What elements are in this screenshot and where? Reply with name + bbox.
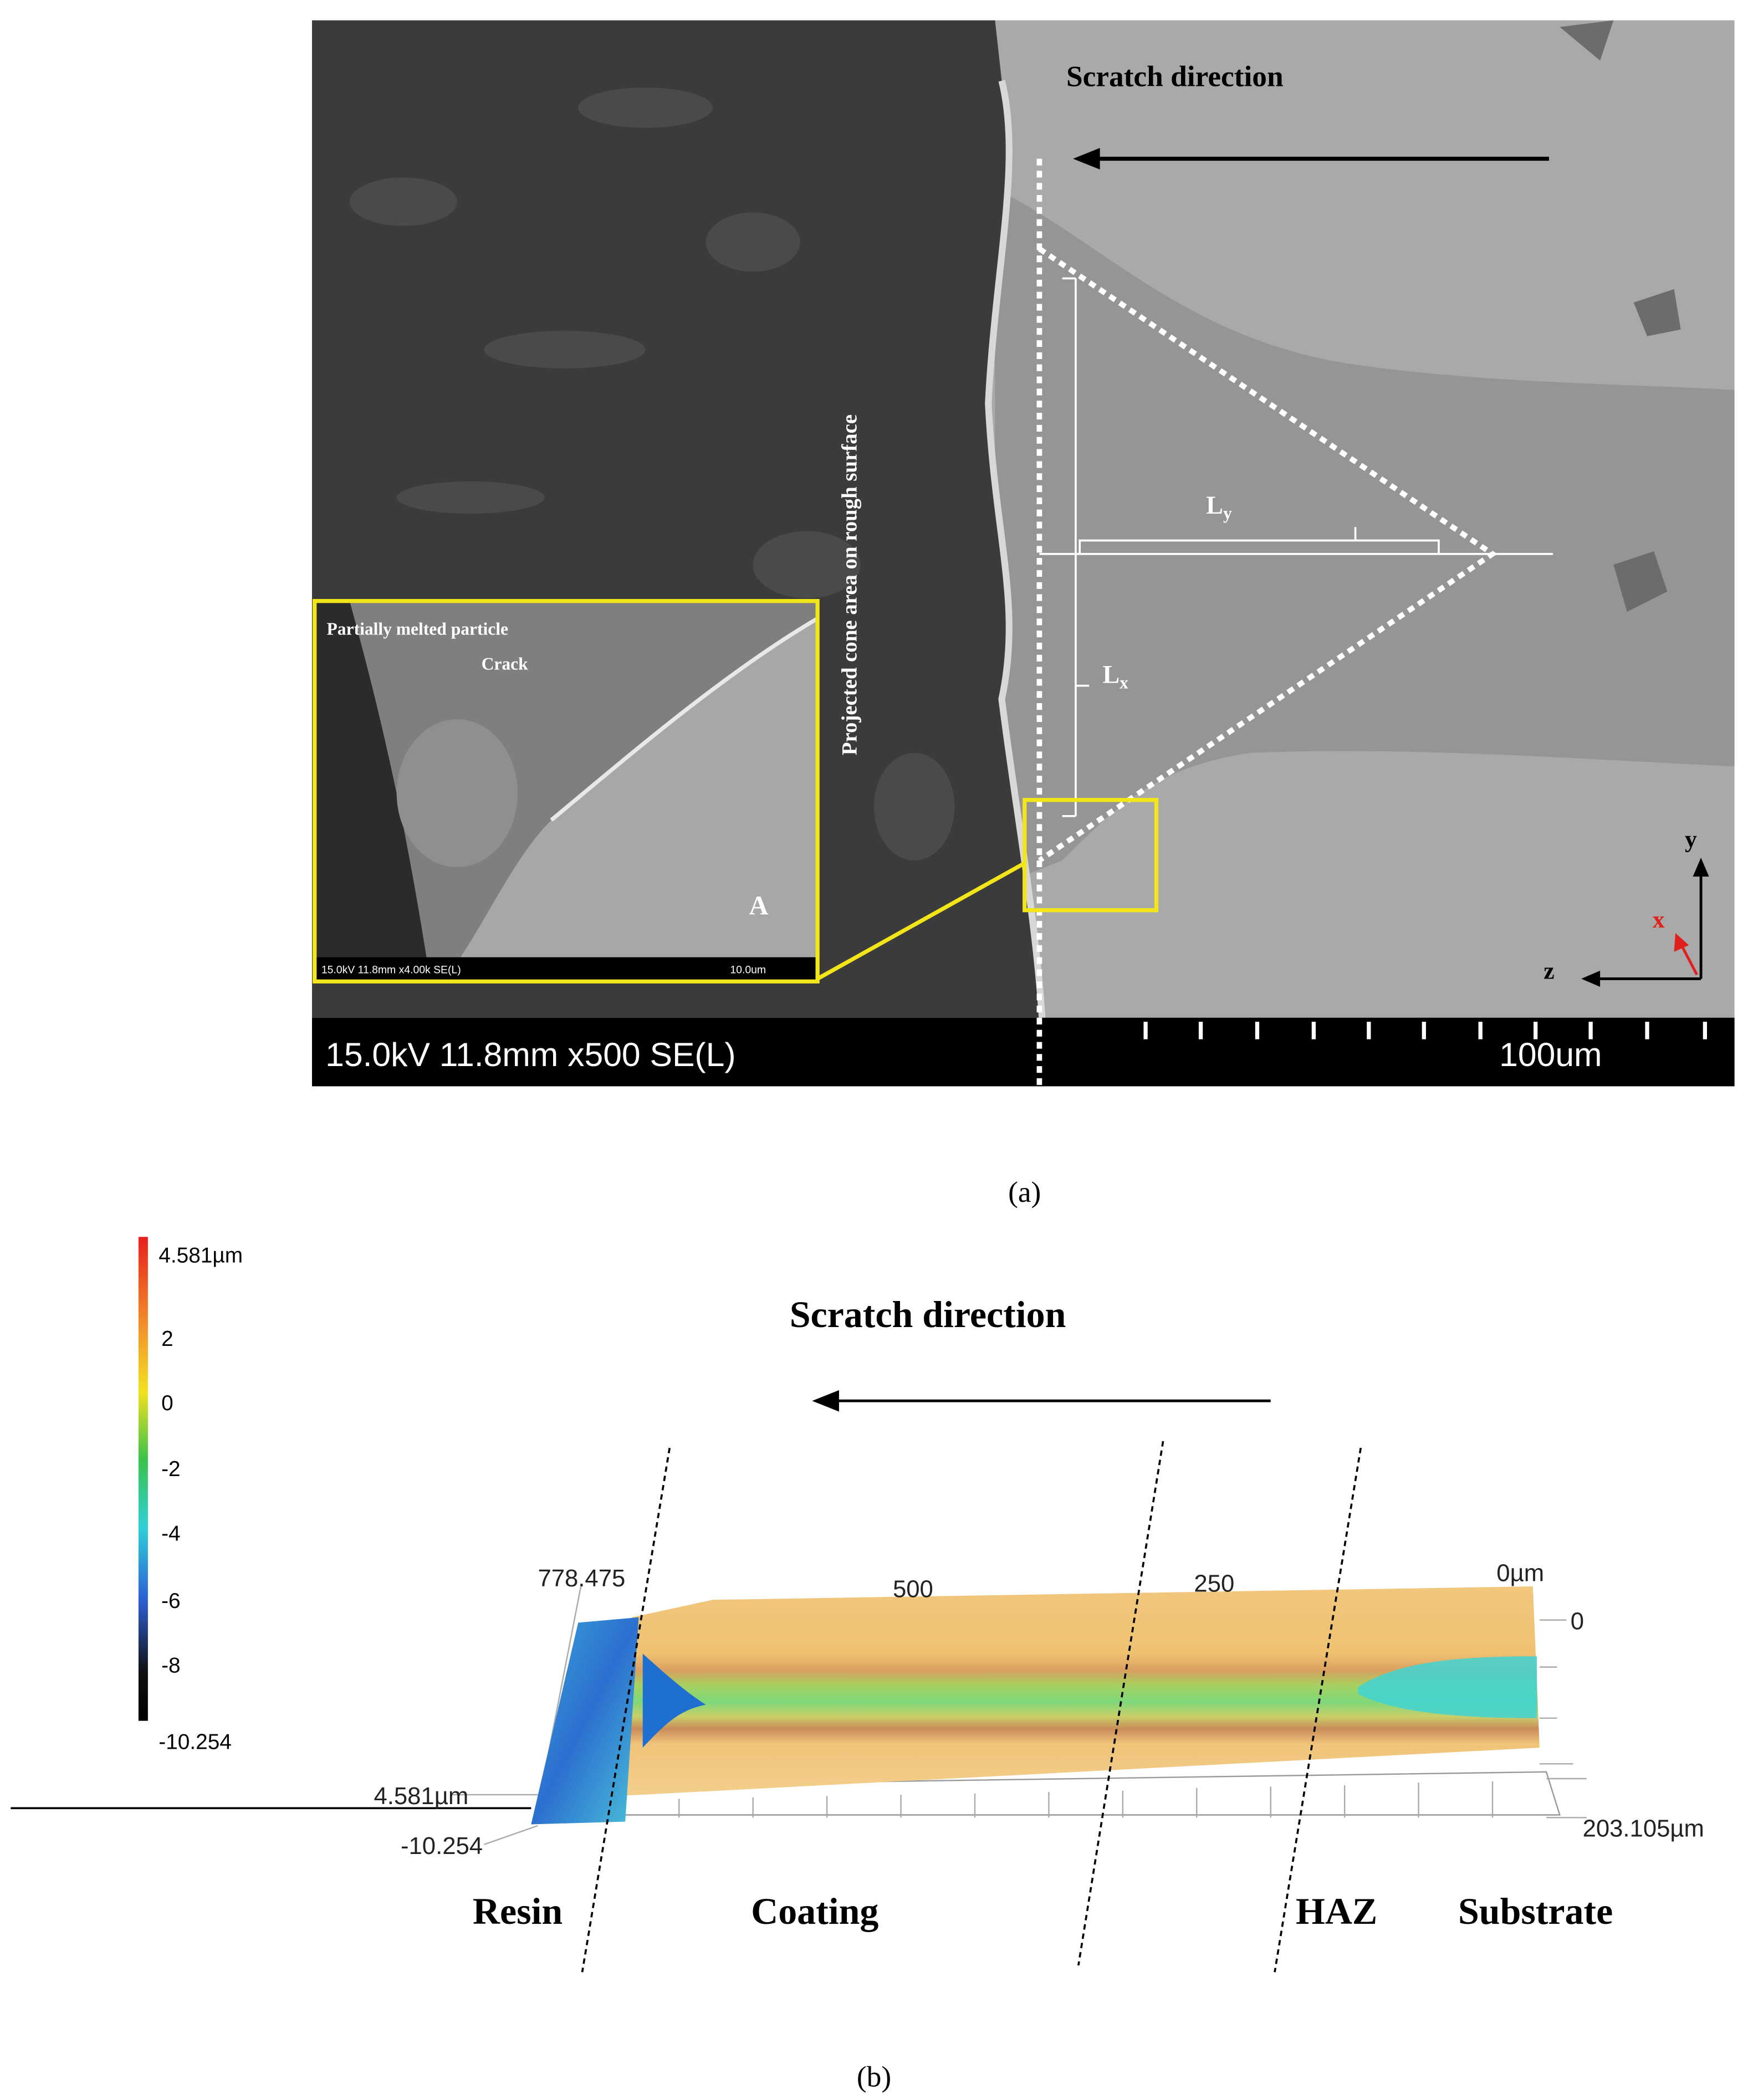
inset-frame — [313, 599, 820, 984]
cone-label: Projected cone area on rough surface — [837, 414, 861, 755]
axis-y: y — [1685, 826, 1697, 853]
x-mid2-label: 250 — [1194, 1570, 1234, 1597]
colorbar-labels: 4.581µm 2 0 -2 -4 -6 -8 -10.254 — [159, 1243, 243, 1754]
z-max-label: 4.581µm — [374, 1783, 468, 1810]
colorbar-label: -8 — [161, 1653, 181, 1677]
arrowhead-b — [812, 1390, 839, 1412]
x-axis-arrow — [1679, 943, 1698, 976]
colorbar-label: -6 — [161, 1589, 181, 1613]
surface-axis-labels: 778.475 500 250 0µm 0 4.581µm -10.254 20… — [374, 1559, 1704, 1860]
inset-connector — [816, 861, 1026, 981]
scale-ticks — [1143, 1022, 1708, 1039]
ly-label: Ly — [1206, 491, 1232, 523]
region-boundaries — [581, 1441, 1362, 1973]
dimension-lines — [1039, 277, 1553, 817]
lx-sub: x — [1120, 673, 1128, 692]
x-arrowhead — [1674, 933, 1689, 952]
scratch-direction-b: Scratch direction — [790, 1293, 1066, 1335]
colorbar-label: -2 — [161, 1457, 181, 1481]
x-start-label: 778.475 — [538, 1565, 625, 1592]
colorbar-label: -4 — [161, 1522, 181, 1546]
lx-main: L — [1102, 660, 1120, 689]
texture — [349, 87, 955, 861]
y-zero-label: 0 — [1571, 1608, 1584, 1635]
surface-3d — [450, 1586, 1587, 1846]
arrowhead-a — [1073, 148, 1100, 170]
region-label: Coating — [751, 1890, 878, 1932]
lx-label: Lx — [1102, 660, 1128, 693]
region-label: Resin — [473, 1890, 563, 1932]
ly-sub: y — [1223, 504, 1232, 523]
info-bar — [311, 1017, 1735, 1087]
inset-particle: Partially melted particle — [327, 619, 508, 638]
region-labels: Resin Coating HAZ Substrate — [473, 1890, 1613, 1932]
colorbar-label: 2 — [161, 1327, 173, 1351]
inset-info: 15.0kV 11.8mm x4.00k SE(L) — [321, 964, 461, 976]
region-label: HAZ — [1296, 1890, 1377, 1932]
inset-crack: Crack — [482, 654, 529, 673]
sem-scale: 100um — [1499, 1036, 1602, 1073]
zoom-box — [1023, 798, 1159, 913]
scratch-direction-a: Scratch direction — [1066, 59, 1284, 93]
scratch-track — [995, 188, 1735, 888]
y-arrowhead — [1693, 858, 1709, 877]
region-label: Substrate — [1458, 1890, 1613, 1932]
axis-x: x — [1653, 906, 1665, 933]
caption-b: (b) — [857, 2060, 891, 2093]
inset-label: A — [749, 891, 768, 920]
z-min-label: -10.254 — [401, 1832, 483, 1860]
colorbar-label: 0 — [161, 1391, 173, 1415]
inset-image — [314, 601, 818, 982]
x-mid1-label: 500 — [893, 1575, 933, 1602]
caption-a: (a) — [1008, 1175, 1041, 1208]
ly-main: L — [1206, 491, 1223, 519]
colorbar-label: 4.581µm — [159, 1243, 243, 1267]
colorbar-label: -10.254 — [159, 1730, 232, 1754]
sem-settings: 15.0kV 11.8mm x500 SE(L) — [325, 1036, 735, 1073]
y-end-label: 203.105µm — [1583, 1815, 1704, 1842]
z-arrowhead — [1581, 970, 1601, 987]
particles — [1560, 20, 1681, 612]
x-end-label: 0µm — [1496, 1559, 1544, 1586]
axis-z: z — [1543, 957, 1554, 984]
coord-axes — [1594, 871, 1703, 980]
inset-scale: 10.0um — [730, 964, 766, 976]
colorbar — [138, 1237, 148, 1721]
